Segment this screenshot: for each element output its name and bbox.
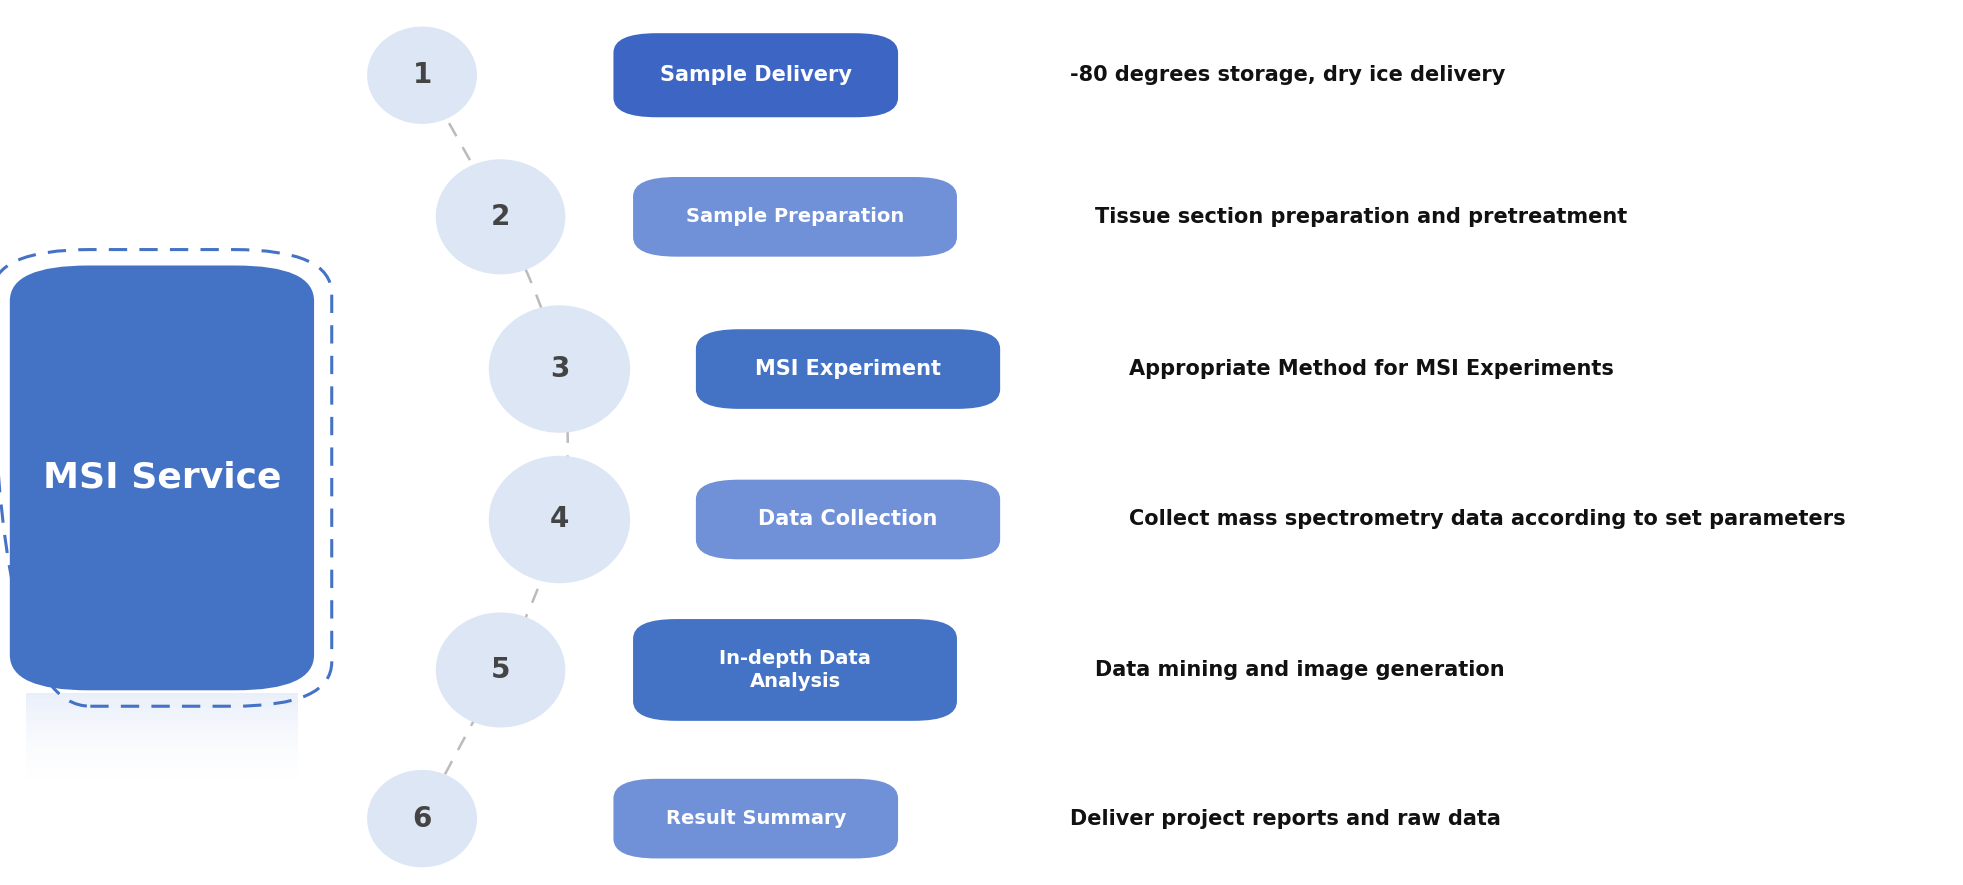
Bar: [26, 743, 298, 745]
Bar: [26, 779, 298, 781]
Ellipse shape: [367, 27, 477, 124]
Text: Data mining and image generation: Data mining and image generation: [1095, 660, 1506, 680]
Text: MSI Experiment: MSI Experiment: [756, 359, 940, 379]
Bar: [26, 766, 298, 767]
Text: Tissue section preparation and pretreatment: Tissue section preparation and pretreatm…: [1095, 207, 1627, 227]
Bar: [26, 701, 298, 704]
Bar: [26, 777, 298, 779]
Ellipse shape: [436, 159, 565, 274]
FancyBboxPatch shape: [612, 779, 899, 858]
Bar: [26, 772, 298, 774]
FancyBboxPatch shape: [10, 266, 314, 690]
Bar: [26, 697, 298, 699]
FancyBboxPatch shape: [695, 480, 999, 559]
Bar: [26, 770, 298, 772]
Text: 6: 6: [412, 804, 432, 833]
Bar: [26, 704, 298, 706]
Ellipse shape: [489, 456, 630, 583]
Text: Appropriate Method for MSI Experiments: Appropriate Method for MSI Experiments: [1129, 359, 1614, 379]
Text: In-depth Data
Analysis: In-depth Data Analysis: [718, 649, 872, 691]
Bar: [26, 774, 298, 777]
Bar: [26, 752, 298, 754]
Bar: [26, 742, 298, 743]
FancyBboxPatch shape: [632, 177, 958, 257]
Bar: [26, 730, 298, 733]
Text: 2: 2: [491, 203, 510, 231]
Ellipse shape: [489, 305, 630, 433]
Bar: [26, 719, 298, 721]
Bar: [26, 750, 298, 752]
Bar: [26, 733, 298, 735]
Text: 5: 5: [491, 656, 510, 684]
Text: Sample Preparation: Sample Preparation: [685, 207, 905, 227]
Bar: [26, 712, 298, 715]
Text: Deliver project reports and raw data: Deliver project reports and raw data: [1070, 809, 1500, 828]
Bar: [26, 735, 298, 736]
Bar: [26, 758, 298, 761]
Bar: [26, 710, 298, 712]
Ellipse shape: [367, 770, 477, 867]
Text: MSI Service: MSI Service: [43, 461, 281, 495]
Text: 1: 1: [412, 61, 432, 89]
Bar: [26, 761, 298, 763]
Text: 4: 4: [550, 505, 569, 534]
Text: Sample Delivery: Sample Delivery: [660, 65, 852, 85]
Bar: [26, 699, 298, 701]
Bar: [26, 695, 298, 697]
Bar: [26, 717, 298, 719]
Bar: [26, 739, 298, 742]
Bar: [26, 754, 298, 757]
Bar: [26, 745, 298, 748]
Bar: [26, 692, 298, 695]
Bar: [26, 748, 298, 750]
FancyBboxPatch shape: [695, 329, 999, 409]
Text: Data Collection: Data Collection: [758, 510, 938, 529]
Bar: [26, 706, 298, 708]
Bar: [26, 757, 298, 758]
Bar: [26, 726, 298, 727]
Ellipse shape: [436, 612, 565, 727]
Bar: [26, 767, 298, 770]
Bar: [26, 727, 298, 730]
Bar: [26, 721, 298, 724]
Text: -80 degrees storage, dry ice delivery: -80 degrees storage, dry ice delivery: [1070, 65, 1506, 85]
FancyBboxPatch shape: [612, 33, 899, 117]
Bar: [26, 708, 298, 710]
Bar: [26, 715, 298, 717]
Bar: [26, 724, 298, 726]
Text: Collect mass spectrometry data according to set parameters: Collect mass spectrometry data according…: [1129, 510, 1845, 529]
Text: 3: 3: [550, 355, 569, 383]
Bar: [26, 736, 298, 739]
Text: Result Summary: Result Summary: [665, 809, 846, 828]
FancyBboxPatch shape: [632, 620, 958, 720]
Bar: [26, 763, 298, 766]
